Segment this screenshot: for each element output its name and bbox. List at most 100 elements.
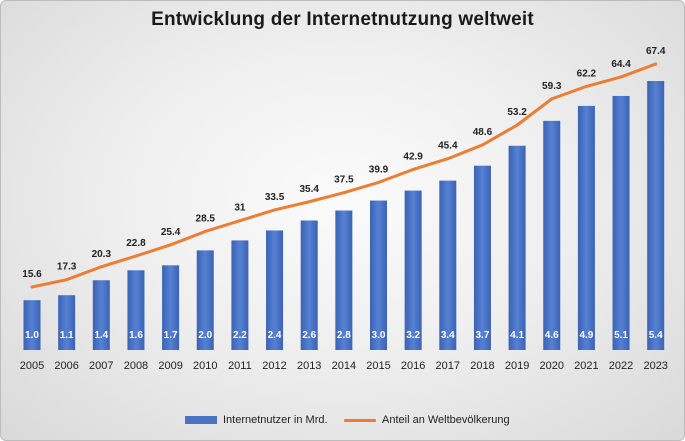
bar bbox=[266, 230, 284, 350]
line-point bbox=[446, 157, 450, 161]
legend-item-line: Anteil an Weltbevölkerung bbox=[344, 414, 510, 426]
bar bbox=[92, 280, 110, 350]
line-value-label: 64.4 bbox=[611, 59, 631, 70]
x-tick-label: 2012 bbox=[262, 360, 286, 372]
bar-value-label: 2.0 bbox=[198, 330, 212, 341]
line-point bbox=[550, 97, 554, 101]
bar bbox=[231, 240, 249, 350]
line-value-label: 39.9 bbox=[369, 164, 389, 175]
bar-value-label: 1.7 bbox=[164, 330, 178, 341]
x-tick-label: 2008 bbox=[124, 360, 148, 372]
line-point bbox=[134, 254, 138, 258]
bar-value-label: 2.4 bbox=[268, 330, 282, 341]
line-point bbox=[377, 180, 380, 184]
x-tick-label: 2023 bbox=[643, 360, 667, 372]
x-tick-label: 2006 bbox=[54, 360, 78, 372]
legend-label-bars: Internetnutzer in Mrd. bbox=[223, 414, 328, 426]
legend-bar-swatch bbox=[185, 416, 217, 424]
bar bbox=[543, 120, 561, 350]
line-value-label: 48.6 bbox=[473, 127, 493, 138]
bar bbox=[127, 270, 145, 350]
x-tick-label: 2019 bbox=[505, 360, 529, 372]
bar-value-label: 2.2 bbox=[233, 330, 247, 341]
line-point bbox=[30, 285, 34, 289]
bar-value-label: 1.1 bbox=[60, 330, 74, 341]
legend-label-line: Anteil an Weltbevölkerung bbox=[382, 414, 510, 426]
x-tick-label: 2005 bbox=[20, 360, 44, 372]
bar bbox=[300, 220, 318, 350]
line-value-label: 22.8 bbox=[126, 238, 146, 249]
x-tick-label: 2017 bbox=[436, 360, 460, 372]
x-tick-label: 2020 bbox=[540, 360, 564, 372]
line-value-label: 45.4 bbox=[438, 141, 458, 152]
bar bbox=[196, 250, 214, 350]
line-point bbox=[480, 143, 484, 147]
bar-value-label: 3.4 bbox=[441, 330, 455, 341]
line-point bbox=[307, 200, 311, 204]
line-value-label: 28.5 bbox=[196, 213, 216, 224]
bar-value-label: 4.6 bbox=[545, 330, 559, 341]
line-value-label: 59.3 bbox=[542, 81, 562, 92]
chart-legend: Internetnutzer in Mrd. Anteil an Weltbev… bbox=[1, 414, 684, 430]
line-point bbox=[273, 208, 277, 212]
x-tick-label: 2007 bbox=[89, 360, 113, 372]
bar-value-label: 2.6 bbox=[302, 330, 316, 341]
line-value-label: 62.2 bbox=[577, 68, 597, 79]
x-tick-label: 2022 bbox=[609, 360, 633, 372]
bar bbox=[612, 95, 630, 350]
bar-value-label: 2.8 bbox=[337, 330, 351, 341]
x-tick-label: 2009 bbox=[158, 360, 182, 372]
line-value-label: 33.5 bbox=[265, 192, 285, 203]
line-point bbox=[238, 219, 242, 223]
line-point bbox=[169, 243, 173, 247]
bar bbox=[473, 165, 491, 350]
bar-value-label: 1.6 bbox=[129, 330, 143, 341]
bar bbox=[508, 145, 526, 350]
bar bbox=[370, 200, 387, 350]
line-point bbox=[515, 123, 519, 127]
legend-line-swatch bbox=[344, 418, 376, 422]
line-value-label: 31 bbox=[234, 203, 246, 214]
x-tick-label: 2016 bbox=[401, 360, 425, 372]
bar bbox=[439, 180, 457, 350]
line-value-label: 25.4 bbox=[161, 227, 181, 238]
line-value-label: 15.6 bbox=[22, 269, 42, 280]
bar-value-label: 5.4 bbox=[649, 330, 663, 341]
x-tick-label: 2014 bbox=[332, 360, 356, 372]
bar-value-label: 3.7 bbox=[475, 330, 489, 341]
x-tick-label: 2013 bbox=[297, 360, 321, 372]
line-value-label: 35.4 bbox=[299, 184, 319, 195]
line-value-label: 67.4 bbox=[646, 46, 666, 57]
bar-value-label: 1.4 bbox=[94, 330, 108, 341]
line-value-label: 42.9 bbox=[403, 151, 423, 162]
bar-value-label: 3.0 bbox=[372, 330, 386, 341]
bar bbox=[404, 190, 422, 350]
bar bbox=[23, 300, 41, 350]
bar bbox=[647, 81, 665, 350]
line-point bbox=[65, 278, 69, 282]
x-tick-label: 2011 bbox=[228, 360, 252, 372]
line-point bbox=[411, 167, 415, 171]
line-point bbox=[619, 75, 623, 79]
bar-value-label: 1.0 bbox=[25, 330, 39, 341]
line-point bbox=[99, 265, 103, 269]
bar bbox=[58, 295, 76, 350]
line-value-label: 17.3 bbox=[57, 262, 77, 273]
chart-title: Entwicklung der Internetnutzung weltweit bbox=[151, 9, 534, 30]
line-point bbox=[203, 229, 207, 233]
line-point bbox=[342, 191, 346, 195]
line-point bbox=[654, 62, 658, 66]
bar bbox=[577, 105, 595, 350]
x-tick-label: 2010 bbox=[193, 360, 217, 372]
bar-value-label: 5.1 bbox=[614, 330, 628, 341]
bar bbox=[162, 265, 180, 350]
bar-value-label: 3.2 bbox=[406, 330, 420, 341]
legend-item-bars: Internetnutzer in Mrd. bbox=[185, 414, 328, 426]
x-tick-label: 2018 bbox=[470, 360, 494, 372]
x-tick-label: 2015 bbox=[366, 360, 390, 372]
bar-value-label: 4.9 bbox=[579, 330, 593, 341]
bar-value-label: 4.1 bbox=[510, 330, 524, 341]
line-value-label: 37.5 bbox=[334, 175, 354, 186]
